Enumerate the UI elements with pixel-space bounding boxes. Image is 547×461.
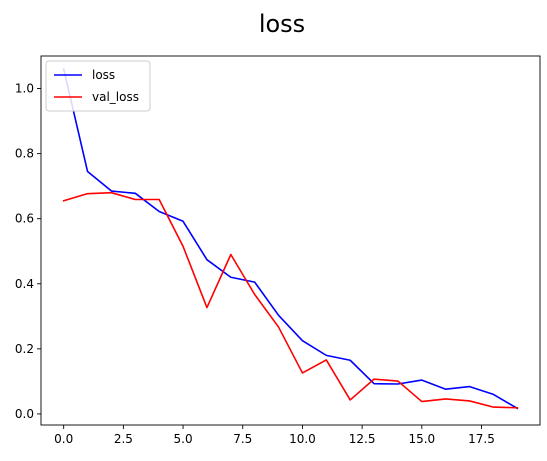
- x-tick-label: 0.0: [54, 432, 73, 446]
- x-tick-label: 10.0: [289, 432, 316, 446]
- x-tick-label: 5.0: [174, 432, 193, 446]
- y-tick-label: 0.6: [15, 212, 34, 226]
- x-tick-label: 12.5: [349, 432, 376, 446]
- legend-label-loss: loss: [92, 68, 115, 82]
- axes-frame: [40, 55, 541, 426]
- legend-box: [45, 60, 151, 112]
- y-tick-label: 0.0: [15, 407, 34, 421]
- plot-area: 0.0 2.5 5.0 7.5 10.0 12.5 15.0 17.5 0.0 0.2 0.4 0.6…: [15, 55, 541, 446]
- x-tick-label: 15.0: [408, 432, 435, 446]
- legend-label-val_loss: val_loss: [92, 90, 139, 104]
- legend: loss val_loss: [45, 60, 151, 112]
- y-tick-label: 0.2: [15, 342, 34, 356]
- y-tick-label: 0.8: [15, 147, 34, 161]
- x-tick-label: 2.5: [114, 432, 133, 446]
- series-line-val_loss: [62, 191, 519, 409]
- y-tick-label: 1.0: [15, 82, 34, 96]
- x-tick-label: 17.5: [468, 432, 495, 446]
- series-line-loss: [62, 68, 519, 410]
- chart-title: loss: [259, 10, 305, 38]
- y-tick-label: 0.4: [15, 277, 34, 291]
- x-tick-label: 7.5: [233, 432, 252, 446]
